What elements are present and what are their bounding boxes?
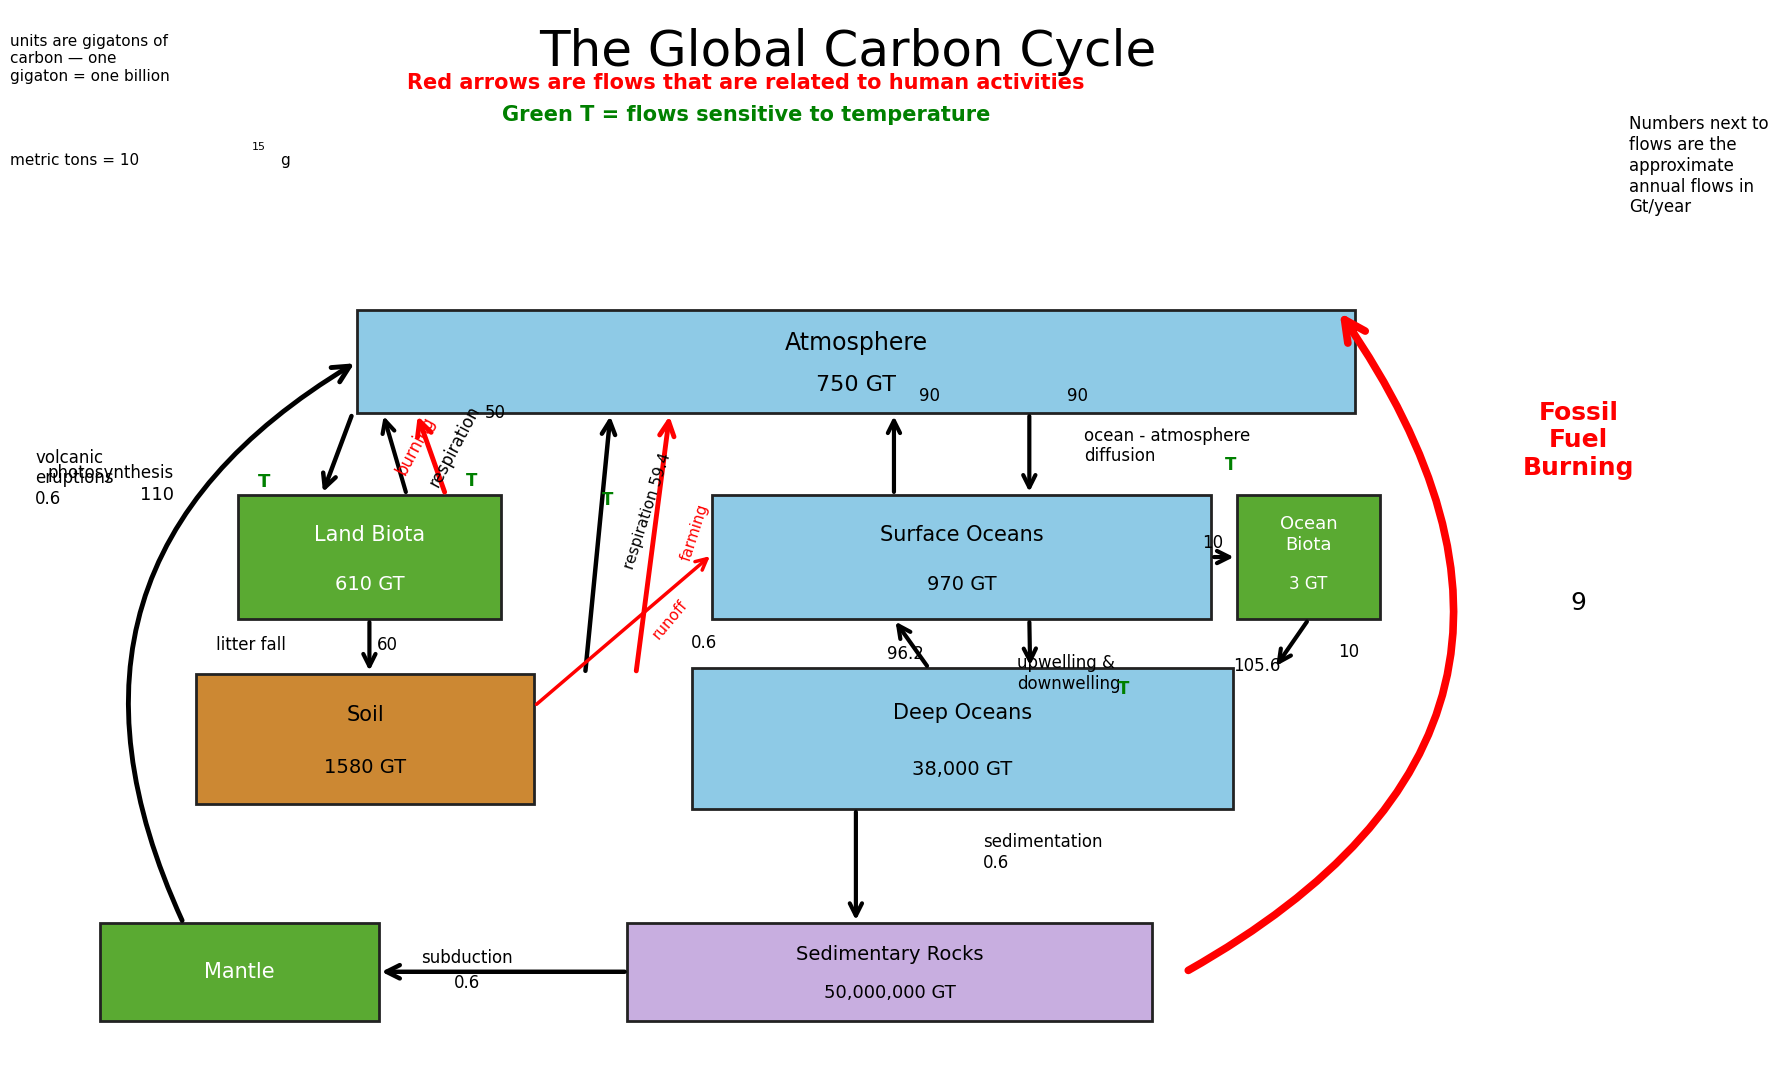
Text: 60: 60 xyxy=(378,636,397,654)
Text: 610 GT: 610 GT xyxy=(335,575,405,594)
Text: Ocean
Biota: Ocean Biota xyxy=(1279,515,1336,554)
Text: The Global Carbon Cycle: The Global Carbon Cycle xyxy=(538,28,1157,76)
Text: Green T = flows sensitive to temperature: Green T = flows sensitive to temperature xyxy=(503,105,991,125)
Text: Soil: Soil xyxy=(346,705,385,725)
Text: T: T xyxy=(467,472,478,489)
Text: 90: 90 xyxy=(920,387,941,405)
FancyBboxPatch shape xyxy=(713,495,1212,620)
Text: T: T xyxy=(602,491,613,509)
Text: T: T xyxy=(1224,457,1237,474)
Text: 90: 90 xyxy=(1067,387,1089,405)
Text: Atmosphere: Atmosphere xyxy=(784,332,927,355)
FancyBboxPatch shape xyxy=(691,669,1233,809)
Text: photosynthesis: photosynthesis xyxy=(48,464,175,482)
Text: Red arrows are flows that are related to human activities: Red arrows are flows that are related to… xyxy=(406,73,1085,92)
Text: 0.6: 0.6 xyxy=(690,634,716,652)
Text: litter fall: litter fall xyxy=(216,636,285,654)
Text: 9: 9 xyxy=(1570,591,1586,615)
Text: 0.6: 0.6 xyxy=(454,974,479,991)
Text: farming: farming xyxy=(679,502,711,563)
Text: 750 GT: 750 GT xyxy=(816,375,896,395)
Text: Land Biota: Land Biota xyxy=(314,525,424,545)
Text: 105.6: 105.6 xyxy=(1233,657,1281,675)
Text: 1580 GT: 1580 GT xyxy=(324,758,406,777)
Text: Surface Oceans: Surface Oceans xyxy=(880,525,1044,545)
Text: 3 GT: 3 GT xyxy=(1290,575,1328,594)
Text: 15: 15 xyxy=(251,142,266,152)
Text: T: T xyxy=(1117,679,1130,698)
FancyBboxPatch shape xyxy=(100,923,380,1021)
Text: Sedimentary Rocks: Sedimentary Rocks xyxy=(797,945,984,964)
Text: T: T xyxy=(257,473,269,490)
FancyBboxPatch shape xyxy=(196,674,535,803)
Text: 10: 10 xyxy=(1201,535,1222,552)
Text: Fossil
Fuel
Burning: Fossil Fuel Burning xyxy=(1522,401,1634,480)
Text: metric tons = 10: metric tons = 10 xyxy=(11,153,139,168)
Text: Deep Oceans: Deep Oceans xyxy=(893,703,1032,723)
Text: g: g xyxy=(280,153,290,168)
FancyBboxPatch shape xyxy=(627,923,1151,1021)
Text: upwelling &
downwelling: upwelling & downwelling xyxy=(1018,654,1121,694)
Text: 96.2: 96.2 xyxy=(887,645,923,663)
Text: respiration 59.4: respiration 59.4 xyxy=(622,451,674,571)
Text: sedimentation
0.6: sedimentation 0.6 xyxy=(984,833,1103,872)
Text: units are gigatons of
carbon — one
gigaton = one billion: units are gigatons of carbon — one gigat… xyxy=(11,34,169,84)
Text: 50,000,000 GT: 50,000,000 GT xyxy=(823,984,955,1002)
Text: ocean - atmosphere
diffusion: ocean - atmosphere diffusion xyxy=(1083,426,1251,465)
FancyBboxPatch shape xyxy=(239,495,501,620)
FancyBboxPatch shape xyxy=(1237,495,1381,620)
Text: volcanic
eruptions
0.6: volcanic eruptions 0.6 xyxy=(36,449,114,509)
Text: 970 GT: 970 GT xyxy=(927,575,996,594)
Text: Numbers next to
flows are the
approximate
annual flows in
Gt/year: Numbers next to flows are the approximat… xyxy=(1629,115,1770,216)
Text: 50: 50 xyxy=(485,404,506,423)
Text: Mantle: Mantle xyxy=(203,962,274,982)
Text: 10: 10 xyxy=(1338,642,1360,661)
Text: 38,000 GT: 38,000 GT xyxy=(912,760,1012,779)
Text: subduction: subduction xyxy=(421,949,513,966)
Text: runoff: runoff xyxy=(649,597,690,641)
Text: burning: burning xyxy=(394,413,438,478)
FancyBboxPatch shape xyxy=(356,311,1354,413)
Text: respiration: respiration xyxy=(426,402,483,489)
Text: 110: 110 xyxy=(141,486,175,503)
